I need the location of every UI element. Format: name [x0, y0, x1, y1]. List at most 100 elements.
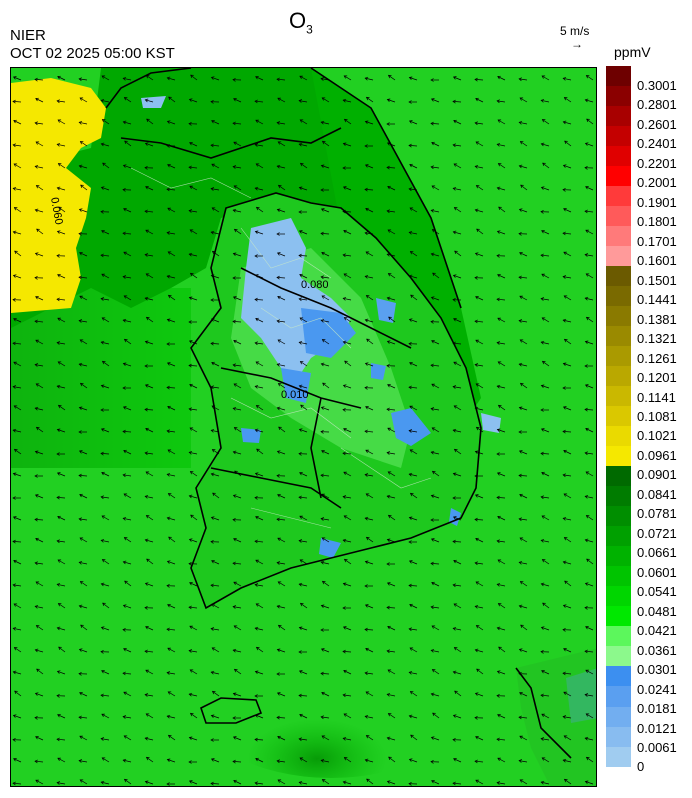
wind-arrow [189, 451, 198, 455]
wind-arrow-head [409, 603, 413, 608]
wind-arrow [123, 406, 132, 411]
wind-arrow-head [188, 340, 193, 344]
color-legend-labels: 0.3001 0.2801 0.2601 0.2401 0.2201 0.2001 0.19… [637, 66, 692, 786]
wind-arrow [35, 451, 44, 455]
wind-arrow-head [12, 539, 16, 544]
wind-arrow-head [100, 649, 104, 654]
wind-arrow [299, 385, 308, 389]
wind-arrow-head [34, 208, 39, 213]
wind-arrow-head [13, 318, 17, 322]
south-sea-dark-zone [191, 618, 471, 778]
wind-arrow [453, 714, 462, 719]
wind-arrow-head [79, 692, 83, 696]
wind-arrow [585, 99, 594, 103]
wind-arrow-head [78, 648, 83, 652]
wind-arrow [145, 341, 154, 345]
wind-arrow-head [453, 207, 458, 211]
wind-arrow [497, 583, 506, 587]
wind-arrow-head [78, 406, 83, 411]
wind-arrow [432, 471, 440, 477]
wind-arrow-head [145, 427, 149, 432]
wind-arrow [387, 669, 396, 675]
wind-arrow [430, 123, 440, 125]
wind-arrow-head [452, 230, 457, 235]
wind-arrow [35, 165, 44, 169]
wind-arrow-head [255, 603, 260, 607]
legend-label: 0.0301 [637, 662, 677, 678]
wind-arrow [210, 144, 220, 147]
wind-arrow-head [210, 539, 214, 544]
wind-arrow [13, 231, 22, 235]
legend-label: 0.2801 [637, 97, 677, 113]
wind-arrow [475, 165, 484, 169]
wind-arrow-head [56, 693, 60, 698]
wind-arrow [146, 757, 154, 763]
wind-arrow-head [299, 602, 304, 607]
wind-arrow [233, 693, 242, 697]
wind-arrow-head [144, 253, 149, 257]
wind-arrow-head [100, 209, 104, 214]
wind-arrow-head [452, 583, 456, 588]
wind-arrow-head [232, 648, 237, 653]
wind-arrow [409, 164, 418, 169]
wind-arrow-head [453, 163, 458, 167]
wind-arrow [408, 585, 418, 587]
wind-arrow-head [34, 165, 39, 169]
wind-arrow [299, 472, 308, 477]
wind-arrow [387, 427, 396, 433]
wind-arrow [585, 582, 594, 587]
wind-arrow-head [254, 274, 259, 278]
wind-arrow [57, 583, 66, 587]
wind-arrow-head [298, 650, 302, 654]
wind-arrow-head [56, 230, 61, 234]
wind-arrow-head [100, 99, 105, 103]
wind-arrow-head [386, 538, 391, 543]
legend-label: 0.0841 [637, 486, 677, 502]
wind-arrow [453, 758, 462, 763]
wind-arrow [321, 295, 330, 301]
wind-arrow-head [232, 716, 236, 720]
wind-arrow [233, 364, 242, 367]
wind-arrow-head [276, 164, 281, 169]
wind-arrow [35, 407, 44, 411]
wind-arrow-head [12, 341, 16, 346]
wind-arrow [102, 602, 110, 609]
wind-arrow-head [365, 449, 369, 453]
wind-arrow [233, 209, 242, 213]
wind-arrow [277, 649, 286, 653]
wind-arrow [276, 78, 286, 81]
wind-arrow [102, 757, 110, 763]
wind-arrow-head [210, 230, 215, 235]
wind-arrow [409, 758, 418, 763]
wind-arrow-head [255, 757, 259, 762]
wind-arrow [343, 781, 352, 785]
wind-arrow [585, 142, 594, 147]
wind-arrow-head [36, 228, 40, 233]
wind-arrow [299, 230, 308, 235]
wind-arrow-head [584, 384, 589, 388]
wind-arrow [498, 646, 506, 653]
wind-arrow [563, 759, 572, 763]
wind-arrow-head [453, 448, 458, 453]
wind-arrow [168, 295, 176, 301]
wind-arrow [365, 77, 374, 81]
wind-arrow-head [386, 693, 391, 697]
wind-arrow-head [79, 339, 84, 343]
wind-arrow [586, 558, 594, 565]
wind-arrow-head [210, 627, 215, 631]
wind-arrow-head [232, 736, 237, 740]
wind-arrow-head [56, 143, 61, 147]
wind-arrow-head [210, 714, 215, 719]
wind-arrow [233, 736, 242, 741]
wind-arrow [34, 79, 44, 81]
wind-arrow-head [277, 295, 281, 300]
wind-arrow-head [540, 297, 545, 301]
wind-arrow [408, 386, 418, 389]
wind-arrow-head [14, 250, 18, 255]
wind-arrow [123, 121, 132, 125]
wind-arrow [321, 450, 330, 455]
wind-arrow-head [144, 98, 149, 103]
wind-arrow [563, 561, 572, 565]
wind-arrow-head [365, 251, 370, 255]
wind-arrow-head [124, 580, 128, 585]
